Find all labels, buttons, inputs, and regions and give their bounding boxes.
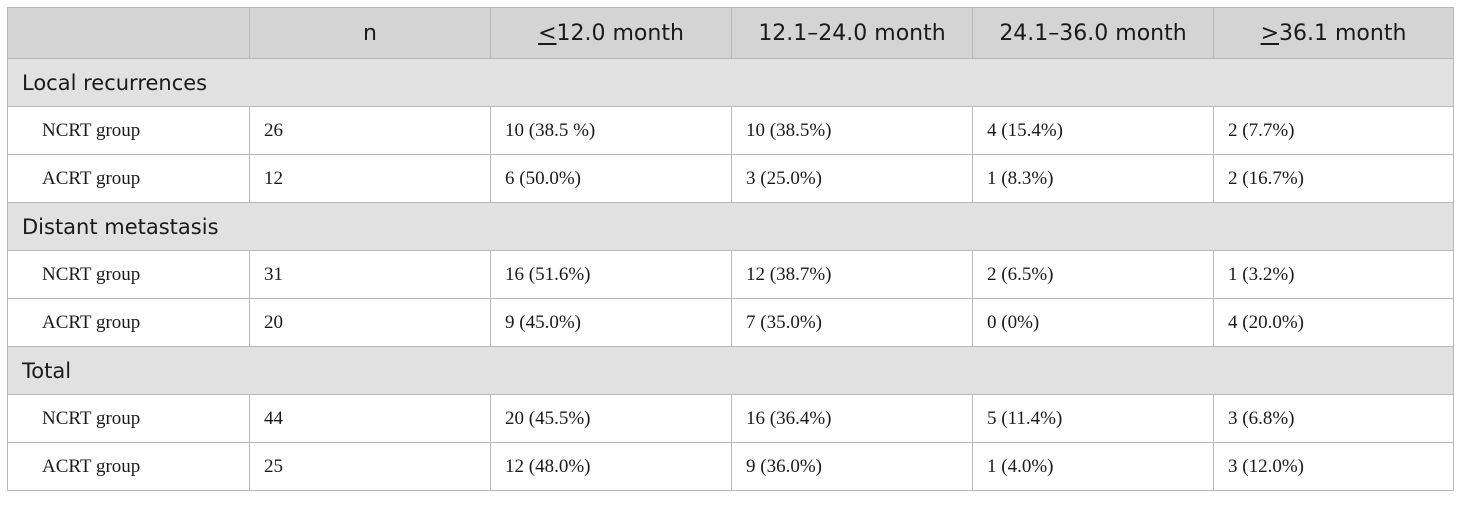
header-cell-empty [7,7,250,59]
section-title: Local recurrences [7,58,1454,107]
cell-24-36: 4 (15.4%) [972,106,1214,155]
cell-ge36: 2 (16.7%) [1213,154,1454,203]
cell-le12: 9 (45.0%) [490,298,732,347]
row-label: ACRT group [7,298,250,347]
header-cell-ge36: >36.1 month [1213,7,1454,59]
cell-le12: 12 (48.0%) [490,442,732,491]
cell-ge36: 3 (6.8%) [1213,394,1454,443]
header-prefix-ge: > [1260,20,1280,46]
cell-ge36: 2 (7.7%) [1213,106,1454,155]
cell-le12: 16 (51.6%) [490,250,732,299]
section-row-local-recurrences: Local recurrences [7,58,1454,107]
header-text-ge36: 36.1 month [1279,20,1407,46]
section-title: Total [7,346,1454,395]
cell-24-36: 1 (8.3%) [972,154,1214,203]
header-cell-le12: <12.0 month [490,7,732,59]
cell-12-24: 3 (25.0%) [731,154,973,203]
cell-n: 12 [249,154,491,203]
header-text-le12: 12.0 month [556,20,684,46]
cell-24-36: 2 (6.5%) [972,250,1214,299]
cell-24-36: 1 (4.0%) [972,442,1214,491]
section-row-distant-metastasis: Distant metastasis [7,202,1454,251]
header-cell-n: n [249,7,491,59]
cell-12-24: 9 (36.0%) [731,442,973,491]
cell-le12: 20 (45.5%) [490,394,732,443]
cell-le12: 6 (50.0%) [490,154,732,203]
cell-n: 26 [249,106,491,155]
cell-12-24: 12 (38.7%) [731,250,973,299]
row-label: NCRT group [7,394,250,443]
table-row: NCRT group 44 20 (45.5%) 16 (36.4%) 5 (1… [7,394,1454,443]
table-row: ACRT group 20 9 (45.0%) 7 (35.0%) 0 (0%)… [7,298,1454,347]
cell-le12: 10 (38.5 %) [490,106,732,155]
header-prefix-le: < [538,20,557,46]
cell-n: 31 [249,250,491,299]
cell-12-24: 10 (38.5%) [731,106,973,155]
header-cell-12-24: 12.1–24.0 month [731,7,973,59]
cell-24-36: 0 (0%) [972,298,1214,347]
cell-n: 25 [249,442,491,491]
table-row: NCRT group 26 10 (38.5 %) 10 (38.5%) 4 (… [7,106,1454,155]
cell-ge36: 3 (12.0%) [1213,442,1454,491]
cell-12-24: 16 (36.4%) [731,394,973,443]
header-row: n <12.0 month 12.1–24.0 month 24.1–36.0 … [7,7,1454,59]
cell-n: 44 [249,394,491,443]
row-label: NCRT group [7,250,250,299]
cell-24-36: 5 (11.4%) [972,394,1214,443]
section-row-total: Total [7,346,1454,395]
cell-ge36: 4 (20.0%) [1213,298,1454,347]
header-cell-24-36: 24.1–36.0 month [972,7,1214,59]
row-label: NCRT group [7,106,250,155]
table-row: ACRT group 12 6 (50.0%) 3 (25.0%) 1 (8.3… [7,154,1454,203]
recurrence-table: n <12.0 month 12.1–24.0 month 24.1–36.0 … [7,7,1454,491]
cell-12-24: 7 (35.0%) [731,298,973,347]
table-row: NCRT group 31 16 (51.6%) 12 (38.7%) 2 (6… [7,250,1454,299]
row-label: ACRT group [7,154,250,203]
cell-ge36: 1 (3.2%) [1213,250,1454,299]
table-row: ACRT group 25 12 (48.0%) 9 (36.0%) 1 (4.… [7,442,1454,491]
section-title: Distant metastasis [7,202,1454,251]
cell-n: 20 [249,298,491,347]
row-label: ACRT group [7,442,250,491]
